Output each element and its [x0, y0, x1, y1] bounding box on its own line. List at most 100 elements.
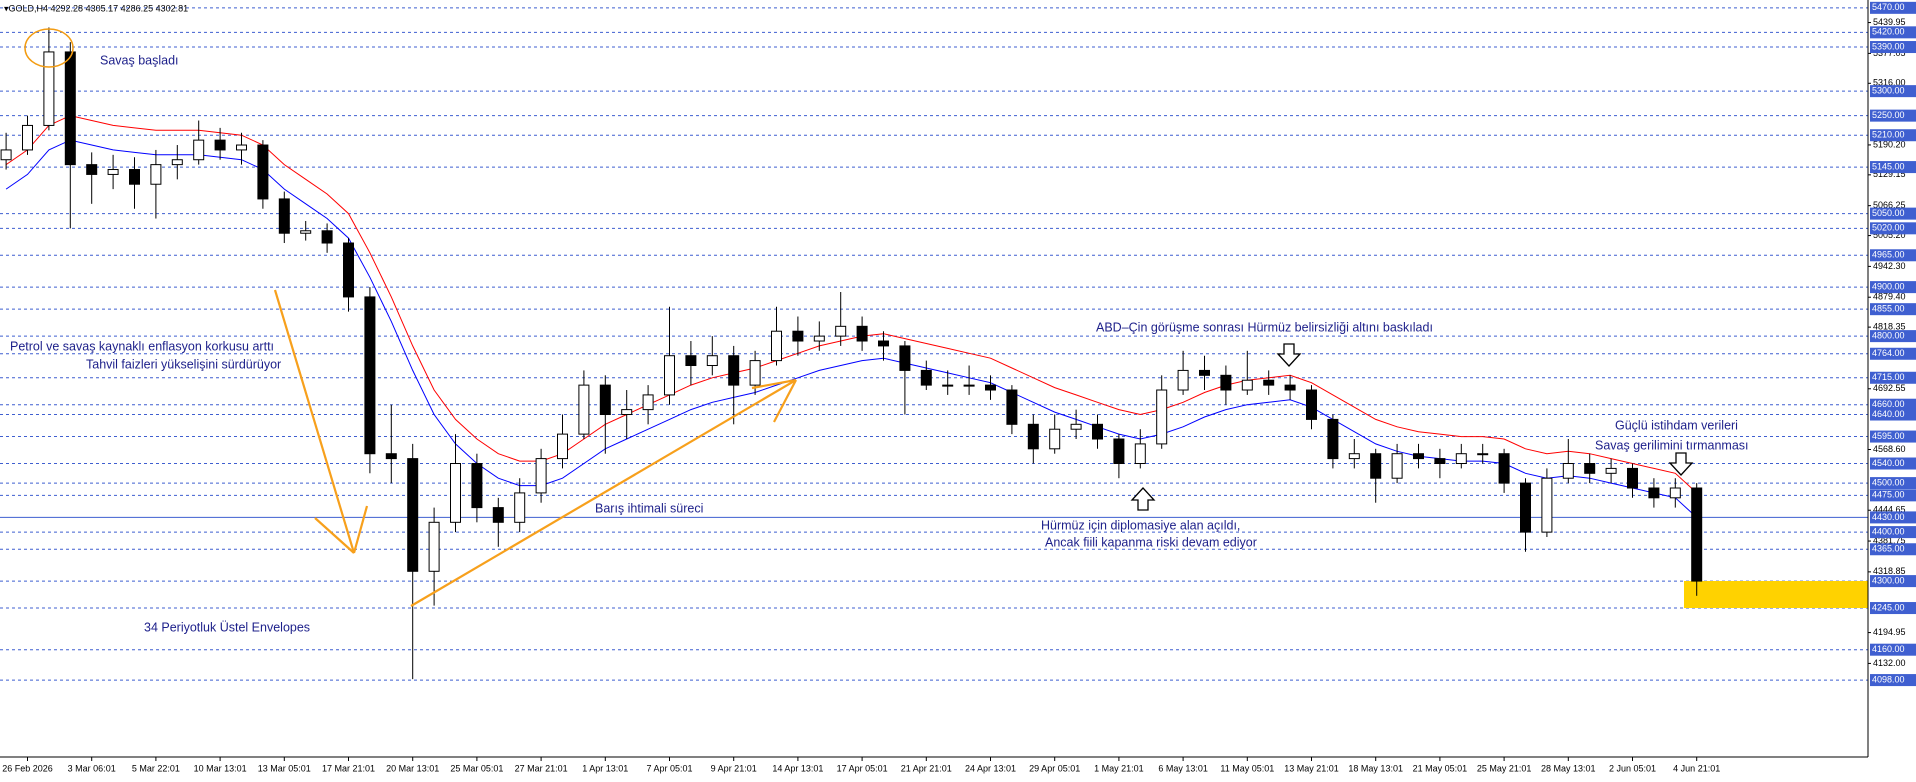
level-label-box	[1870, 398, 1916, 411]
y-tick-label: 4132.00	[1873, 658, 1906, 668]
y-tick-label: 4942.30	[1873, 261, 1906, 271]
x-tick-label: 20 Mar 13:01	[386, 763, 439, 773]
level-label: 4800.00	[1872, 330, 1905, 340]
level-label-box	[1870, 371, 1916, 384]
level-label: 4430.00	[1872, 512, 1905, 522]
candle-body	[1156, 389, 1168, 445]
candle-body	[0, 149, 12, 161]
candle-body	[920, 369, 932, 386]
level-label: 4595.00	[1872, 431, 1905, 441]
candle-body	[1434, 458, 1446, 465]
candle-body	[1413, 453, 1424, 460]
candle-body	[1541, 477, 1553, 533]
x-tick-label: 13 Mar 05:01	[258, 763, 311, 773]
candle-body	[22, 124, 33, 151]
candle-body	[107, 169, 119, 175]
candle-body	[321, 230, 333, 244]
candle-body	[514, 492, 526, 523]
level-label-box	[1870, 85, 1916, 98]
level-label-box	[1870, 281, 1916, 294]
x-tick-label: 17 Mar 21:01	[322, 763, 375, 773]
level-label-box	[1870, 543, 1916, 556]
decorations	[24, 28, 1694, 607]
annotation: Tahvil faizleri yükselişini sürdürüyor	[86, 357, 281, 371]
level-label-box	[1870, 207, 1916, 220]
x-tick-label: 2 Jun 05:01	[1609, 763, 1656, 773]
candle-body	[364, 296, 376, 455]
candle-body	[1691, 487, 1703, 582]
candle-body	[64, 51, 76, 166]
x-tick-label: 17 Apr 05:01	[837, 763, 888, 773]
target-zone	[1684, 581, 1868, 608]
candle-body	[1220, 374, 1232, 391]
annotation: Savaş gerilimini tırmanması	[1595, 438, 1749, 452]
y-tick-label: 4444.65	[1873, 505, 1906, 515]
candle-body	[1627, 467, 1638, 489]
y-tick-label: 4568.60	[1873, 444, 1906, 454]
candle-body	[1477, 453, 1489, 456]
level-label-box	[1870, 330, 1916, 343]
level-label-box	[1870, 643, 1916, 656]
candle-body	[1391, 453, 1403, 479]
level-label: 4400.00	[1872, 526, 1905, 536]
candle-body	[1669, 487, 1681, 499]
y-tick-label: 5005.20	[1873, 230, 1906, 240]
level-label-box	[1870, 109, 1916, 122]
x-tick-label: 25 Mar 05:01	[450, 763, 503, 773]
x-tick-label: 21 May 05:01	[1413, 763, 1468, 773]
candle-body	[685, 355, 697, 367]
level-label: 4365.00	[1872, 544, 1905, 554]
level-label-box	[1870, 161, 1916, 174]
candle-body	[792, 330, 804, 342]
level-label: 5420.00	[1872, 27, 1905, 37]
candle-body	[1455, 453, 1467, 465]
level-label-box	[1870, 249, 1916, 262]
candle-body	[86, 164, 98, 175]
level-label: 4900.00	[1872, 281, 1905, 291]
level-label-box	[1870, 511, 1916, 524]
candle-body	[856, 325, 868, 342]
orange-arrow-down	[273, 289, 369, 554]
level-label-box	[1870, 26, 1916, 39]
candle-body	[1327, 418, 1339, 460]
level-label: 5390.00	[1872, 41, 1905, 51]
x-tick-label: 29 Apr 05:01	[1029, 763, 1080, 773]
candle-body	[578, 384, 590, 435]
y-tick-label: 5316.00	[1873, 78, 1906, 88]
annotation: 34 Periyotluk Üstel Envelopes	[144, 620, 310, 634]
candle-body	[193, 139, 205, 161]
candle-body	[706, 355, 718, 367]
candle-body	[899, 345, 911, 371]
chart-header: ▾GOLD,H4 4292.28 4305.17 4286.25 4302.81	[4, 3, 188, 13]
x-tick-label: 9 Apr 21:01	[711, 763, 757, 773]
candle-body	[1263, 379, 1275, 386]
plot-layer	[0, 27, 1703, 680]
x-tick-label: 3 Mar 06:01	[68, 763, 116, 773]
candle-body	[1241, 379, 1253, 391]
candle-body	[1027, 423, 1039, 450]
level-label-box	[1870, 489, 1916, 502]
x-tick-label: 27 Mar 21:01	[515, 763, 568, 773]
candle-body	[771, 330, 782, 362]
level-label-box	[1870, 41, 1916, 54]
level-label-box	[1870, 303, 1916, 316]
x-tick-label: 6 May 13:01	[1158, 763, 1208, 773]
level-label: 4965.00	[1872, 250, 1905, 260]
level-label: 4300.00	[1872, 575, 1905, 585]
levels-layer	[0, 7, 1871, 681]
candle-body	[300, 230, 312, 234]
annotation: Hürmüz için diplomasiye alan açıldı,	[1041, 518, 1240, 532]
annotation: Barış ihtimali süreci	[595, 501, 703, 515]
candle-body	[1006, 389, 1018, 425]
candle-body	[1284, 384, 1296, 391]
y-tick-label: 4692.55	[1873, 383, 1906, 393]
x-tick-label: 18 May 13:01	[1348, 763, 1403, 773]
candle-body	[1605, 467, 1617, 474]
candle-body	[129, 169, 140, 185]
y-tick-label: 4318.85	[1873, 566, 1906, 576]
y-tick-label: 5439.95	[1873, 17, 1906, 27]
annotation: Savaş başladı	[100, 53, 179, 67]
level-label-box	[1870, 457, 1916, 470]
candle-body	[1648, 487, 1660, 499]
candle-body	[257, 144, 269, 200]
